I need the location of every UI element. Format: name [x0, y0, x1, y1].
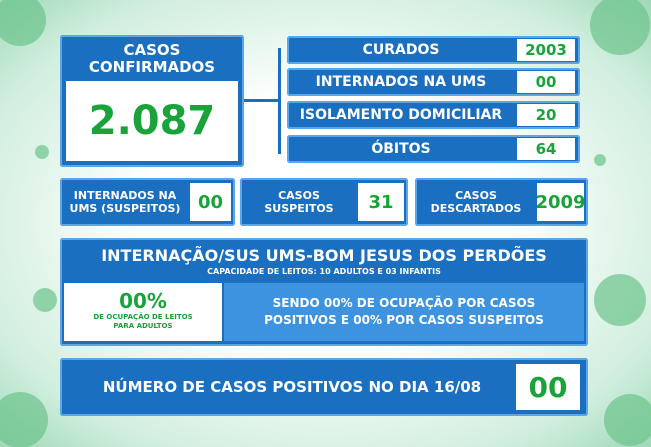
status-label: INTERNADOS NA UMS [315, 74, 487, 90]
small-label: CASOS DESCARTADOS [430, 189, 522, 215]
status-value: 00 [517, 71, 575, 93]
status-row: ÓBITOS 64 [287, 135, 580, 163]
small-value: 2009 [535, 183, 586, 221]
occupancy-box: 00% DE OCUPAÇÃO DE LEITOS PARA ADULTOS [64, 283, 222, 341]
small-label: INTERNADOS NA UMS (SUSPEITOS) [69, 189, 181, 215]
small-value: 31 [358, 183, 404, 221]
status-label: ÓBITOS [371, 141, 431, 157]
daily-value: 00 [516, 364, 580, 410]
daily-label: NÚMERO DE CASOS POSITIVOS NO DIA 16/08 [102, 378, 482, 396]
connector [244, 99, 280, 102]
status-row: ISOLAMENTO DOMICILIAR 20 [287, 101, 580, 129]
small-box: CASOS SUSPEITOS 31 [240, 178, 408, 226]
small-box: CASOS DESCARTADOS 2009 [415, 178, 588, 226]
small-box: INTERNADOS NA UMS (SUSPEITOS) 00 [60, 178, 235, 226]
hospital-box: INTERNAÇÃO/SUS UMS-BOM JESUS DOS PERDÕES… [60, 238, 588, 346]
connector [278, 48, 281, 154]
hospital-title: INTERNAÇÃO/SUS UMS-BOM JESUS DOS PERDÕES [101, 246, 547, 265]
occupancy-value: 00% [119, 289, 167, 313]
small-label: CASOS SUSPEITOS [264, 189, 334, 215]
status-row: CURADOS 2003 [287, 36, 580, 64]
confirmed-label: CASOS CONFIRMADOS [88, 41, 216, 76]
confirmed-value: 2.087 [66, 81, 238, 161]
confirmed-box: CASOS CONFIRMADOS 2.087 [60, 35, 244, 167]
status-row: INTERNADOS NA UMS 00 [287, 68, 580, 96]
occupancy-label: DE OCUPAÇÃO DE LEITOS PARA ADULTOS [93, 313, 193, 330]
hospital-subtitle: CAPACIDADE DE LEITOS: 10 ADULTOS E 03 IN… [207, 267, 441, 276]
status-label: CURADOS [362, 42, 440, 58]
small-value: 00 [190, 183, 231, 221]
hospital-note: SENDO 00% DE OCUPAÇÃO POR CASOS POSITIVO… [224, 283, 584, 341]
status-label: ISOLAMENTO DOMICILIAR [299, 107, 503, 123]
daily-box: NÚMERO DE CASOS POSITIVOS NO DIA 16/08 0… [60, 358, 588, 416]
status-value: 20 [517, 104, 575, 126]
status-value: 2003 [517, 39, 575, 61]
status-value: 64 [517, 138, 575, 160]
